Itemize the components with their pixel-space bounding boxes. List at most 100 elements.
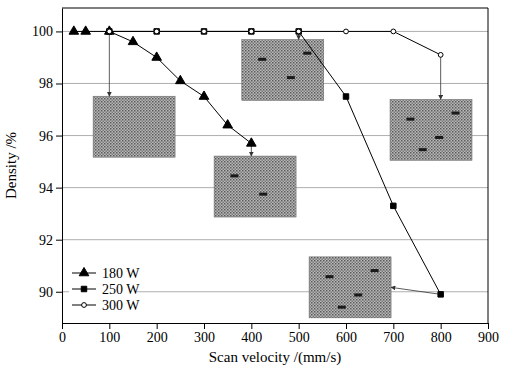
tick-label: 98	[39, 76, 53, 91]
tick-mark	[346, 323, 347, 329]
pore	[338, 306, 346, 309]
series-line	[74, 31, 252, 143]
pore	[452, 112, 460, 115]
pore	[303, 52, 311, 55]
tick: 500	[289, 323, 310, 345]
marker	[247, 138, 257, 146]
marker	[223, 120, 233, 128]
marker	[128, 36, 138, 44]
legend-marker	[81, 286, 86, 291]
tick: 300	[194, 323, 215, 345]
arrow	[109, 31, 110, 96]
tick-label: 200	[147, 330, 168, 345]
tick: 200	[147, 323, 168, 345]
marker	[438, 292, 443, 297]
pore	[258, 58, 266, 61]
tick-mark	[62, 323, 63, 329]
tick-mark	[441, 323, 442, 329]
chart: 0100200300400500600700800900909294969810…	[0, 0, 506, 369]
tick: 90	[39, 285, 62, 300]
tick-mark	[204, 323, 205, 329]
tick-mark	[109, 323, 110, 329]
data	[69, 26, 443, 297]
micrograph	[390, 99, 472, 160]
marker	[391, 29, 396, 34]
arrow	[440, 55, 441, 99]
frame	[62, 8, 488, 9]
tick-label: 300	[194, 330, 215, 345]
tick-mark	[56, 240, 62, 241]
tick-label: 900	[478, 330, 499, 345]
tick-mark	[56, 292, 62, 293]
marker	[105, 26, 115, 34]
tick-label: 92	[39, 233, 53, 248]
x-axis-title: Scan velocity /(mm/s)	[209, 349, 341, 366]
tick-label: 94	[39, 181, 53, 196]
pore	[406, 118, 414, 121]
tick-mark	[251, 323, 252, 329]
legend-label: 250 W	[102, 282, 140, 297]
tick-label: 96	[39, 129, 53, 144]
tick-mark	[56, 136, 62, 137]
tick: 800	[431, 323, 452, 345]
y-axis-title: Density /%	[3, 132, 19, 199]
legend-marker	[79, 267, 89, 275]
tick: 98	[39, 76, 62, 91]
marker	[438, 52, 443, 57]
marker	[296, 29, 301, 34]
tick-mark	[56, 188, 62, 189]
tick: 92	[39, 233, 62, 248]
marker	[249, 29, 254, 34]
legend: 180 W250 W300 W	[69, 266, 140, 313]
series-line	[109, 31, 440, 294]
tick: 100	[99, 323, 120, 345]
marker	[176, 75, 186, 83]
marker	[154, 29, 159, 34]
plot: 0100200300400500600700800900909294969810…	[32, 8, 499, 345]
tick-label: 0	[59, 330, 66, 345]
axis-line	[63, 323, 489, 324]
pore	[419, 148, 427, 151]
marker	[107, 29, 112, 34]
marker	[69, 26, 79, 34]
tick-mark	[157, 323, 158, 329]
marker	[296, 29, 301, 34]
tick-label: 100	[99, 330, 120, 345]
marker	[107, 29, 112, 34]
pore	[354, 293, 362, 296]
legend-label: 300 W	[102, 298, 140, 313]
x-axis: 0100200300400500600700800900	[59, 323, 499, 345]
tick: 700	[383, 323, 404, 345]
tick-label: 400	[241, 330, 262, 345]
tick-mark	[488, 323, 489, 329]
tick-mark	[393, 323, 394, 329]
tick: 900	[478, 323, 499, 345]
micrograph	[214, 156, 296, 217]
tick-label: 100	[32, 24, 53, 39]
tick-mark	[299, 323, 300, 329]
marker	[199, 91, 209, 99]
pore	[371, 269, 379, 272]
micrographs	[93, 31, 472, 317]
pore	[259, 193, 267, 196]
axis-line	[62, 9, 63, 324]
tick-mark	[56, 83, 62, 84]
marker	[343, 94, 348, 99]
pore	[325, 275, 333, 278]
tick: 100	[32, 24, 62, 39]
marker	[391, 203, 396, 208]
tick: 96	[39, 129, 62, 144]
legend-label: 180 W	[102, 266, 140, 281]
pore	[287, 76, 295, 79]
marker	[249, 29, 254, 34]
micrograph	[93, 96, 175, 157]
marker	[152, 52, 162, 60]
tick-mark	[56, 31, 62, 32]
grid	[62, 31, 488, 291]
tick-label: 700	[383, 330, 404, 345]
series-line	[109, 31, 440, 54]
marker	[81, 26, 91, 34]
marker	[202, 29, 207, 34]
tick: 94	[39, 181, 62, 196]
y-axis: 90 92 94 96 98 100	[32, 9, 63, 324]
